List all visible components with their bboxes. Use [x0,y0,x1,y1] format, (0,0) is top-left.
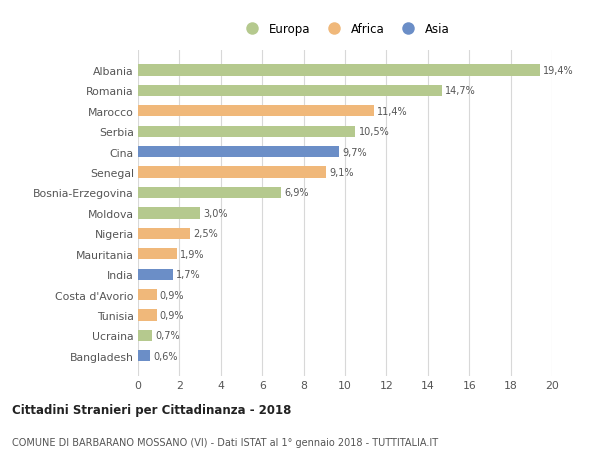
Text: 0,9%: 0,9% [160,290,184,300]
Bar [138,330,152,341]
Bar [138,310,157,321]
Bar [138,289,157,301]
Text: 19,4%: 19,4% [542,66,574,76]
Bar [138,147,339,158]
Legend: Europa, Africa, Asia: Europa, Africa, Asia [238,21,452,38]
Text: 2,5%: 2,5% [193,229,218,239]
Bar [138,228,190,240]
Text: 14,7%: 14,7% [445,86,476,96]
Text: Cittadini Stranieri per Cittadinanza - 2018: Cittadini Stranieri per Cittadinanza - 2… [12,403,292,416]
Text: 0,6%: 0,6% [154,351,178,361]
Text: 1,7%: 1,7% [176,269,201,280]
Bar [138,249,178,260]
Text: 9,1%: 9,1% [329,168,354,178]
Text: 3,0%: 3,0% [203,208,228,218]
Bar [138,86,442,97]
Text: 0,9%: 0,9% [160,310,184,320]
Bar [138,106,374,117]
Text: 11,4%: 11,4% [377,106,408,117]
Text: COMUNE DI BARBARANO MOSSANO (VI) - Dati ISTAT al 1° gennaio 2018 - TUTTITALIA.IT: COMUNE DI BARBARANO MOSSANO (VI) - Dati … [12,437,438,447]
Bar [138,126,355,138]
Bar [138,350,151,362]
Text: 10,5%: 10,5% [358,127,389,137]
Text: 9,7%: 9,7% [342,147,367,157]
Text: 6,9%: 6,9% [284,188,308,198]
Bar [138,208,200,219]
Bar [138,269,173,280]
Bar [138,187,281,199]
Text: 1,9%: 1,9% [181,249,205,259]
Bar [138,167,326,178]
Bar [138,65,539,77]
Text: 0,7%: 0,7% [155,330,180,341]
